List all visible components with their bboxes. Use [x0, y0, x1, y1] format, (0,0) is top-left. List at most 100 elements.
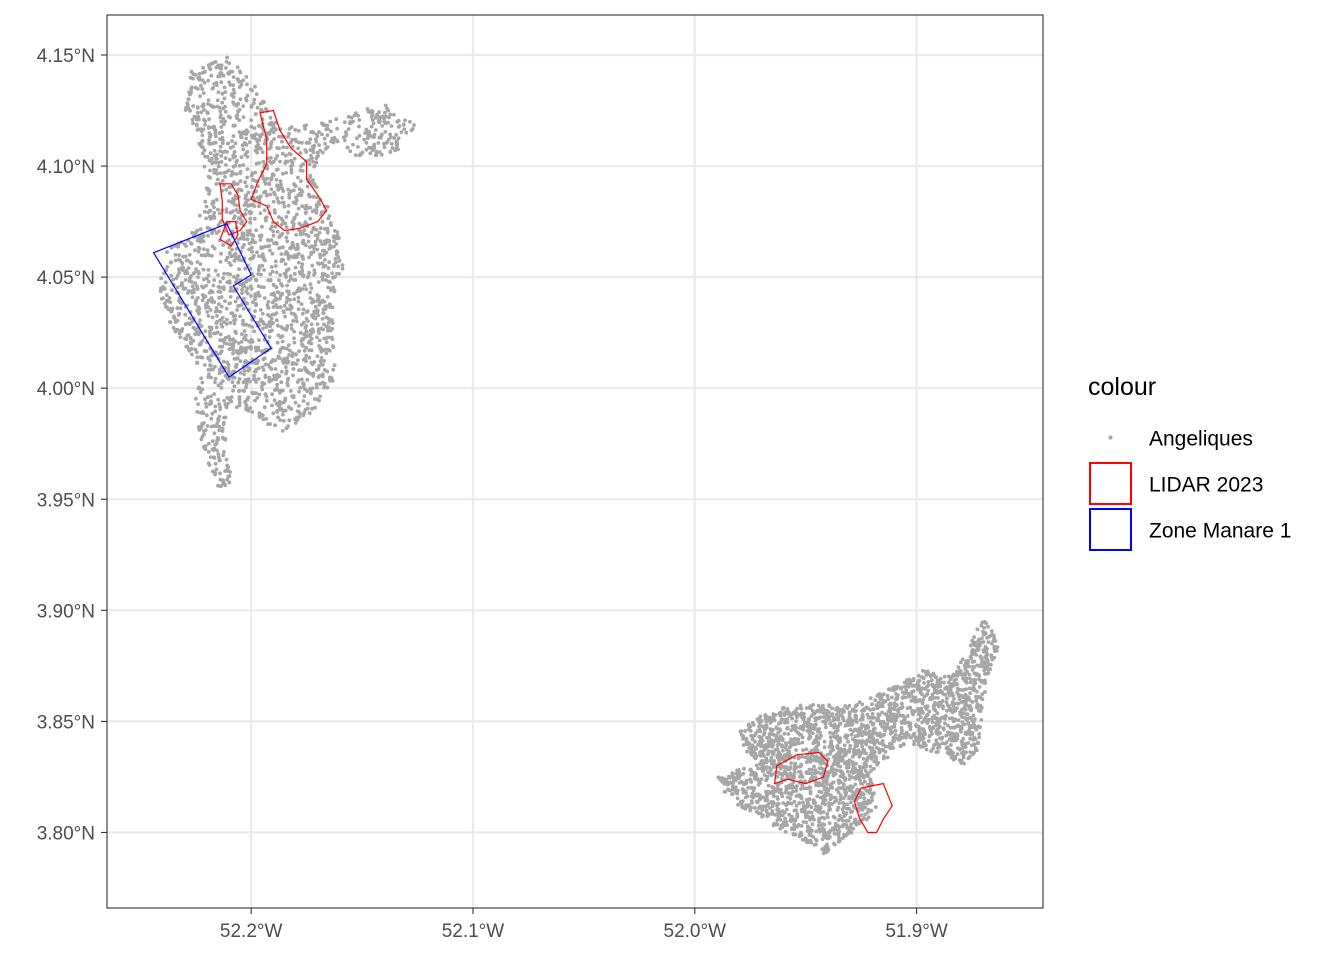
angeliques-point [814, 838, 819, 843]
angeliques-point [808, 838, 813, 843]
angeliques-point [916, 698, 921, 703]
angeliques-point [191, 104, 196, 108]
angeliques-point [239, 135, 244, 140]
angeliques-point [935, 691, 940, 695]
angeliques-point [958, 660, 963, 665]
angeliques-point [294, 319, 299, 324]
angeliques-point [327, 260, 332, 264]
angeliques-point [277, 134, 281, 139]
angeliques-point [750, 791, 755, 796]
angeliques-point [170, 288, 174, 293]
angeliques-point [318, 148, 323, 153]
angeliques-point [293, 127, 298, 132]
angeliques-point [203, 253, 207, 258]
angeliques-point [891, 746, 896, 750]
angeliques-point [232, 149, 237, 154]
angeliques-point [277, 146, 281, 151]
angeliques-point [940, 735, 945, 740]
angeliques-point [331, 367, 336, 372]
angeliques-point [836, 790, 841, 795]
angeliques-point [286, 267, 291, 271]
angeliques-point [850, 785, 855, 790]
angeliques-point [299, 193, 304, 198]
angeliques-point [285, 289, 289, 294]
angeliques-point [227, 261, 232, 265]
angeliques-point [206, 298, 211, 303]
angeliques-point [286, 187, 291, 192]
angeliques-point [205, 276, 209, 281]
angeliques-point [340, 266, 345, 271]
angeliques-point [755, 800, 760, 805]
angeliques-point [228, 272, 233, 277]
angeliques-point [320, 261, 325, 266]
angeliques-point [397, 124, 402, 128]
angeliques-point [289, 323, 294, 327]
angeliques-point [847, 794, 852, 799]
angeliques-point [218, 318, 223, 322]
angeliques-point [835, 734, 840, 738]
angeliques-point [868, 720, 873, 724]
angeliques-point [789, 737, 793, 742]
angeliques-point [319, 356, 324, 360]
angeliques-point [873, 805, 878, 809]
angeliques-point [242, 389, 247, 393]
angeliques-point [227, 397, 232, 402]
angeliques-point [944, 700, 949, 704]
angeliques-point [324, 127, 329, 132]
angeliques-point [206, 98, 211, 102]
angeliques-point [218, 290, 223, 294]
angeliques-point [267, 182, 272, 187]
angeliques-point [900, 701, 904, 706]
angeliques-point [798, 703, 803, 708]
angeliques-point [843, 776, 848, 780]
angeliques-point [949, 750, 954, 755]
angeliques-point [234, 365, 238, 370]
angeliques-point [198, 213, 202, 218]
angeliques-point [821, 719, 826, 724]
angeliques-point [990, 641, 994, 646]
angeliques-point [982, 625, 986, 630]
angeliques-point [972, 742, 977, 747]
angeliques-point [251, 255, 256, 260]
angeliques-point [793, 709, 798, 714]
angeliques-point [257, 294, 262, 298]
angeliques-point [303, 333, 308, 338]
angeliques-point [793, 819, 797, 823]
angeliques-point [836, 831, 841, 835]
angeliques-point [750, 801, 754, 805]
angeliques-point [385, 106, 389, 111]
angeliques-point [330, 305, 335, 310]
angeliques-point [293, 272, 297, 276]
angeliques-point [249, 294, 253, 298]
angeliques-point [220, 429, 225, 433]
angeliques-point [940, 690, 944, 694]
angeliques-point [221, 420, 226, 425]
angeliques-point [844, 752, 848, 757]
angeliques-point [223, 373, 228, 378]
angeliques-point [825, 815, 830, 819]
angeliques-point [216, 452, 221, 456]
angeliques-point [213, 380, 217, 385]
angeliques-point [236, 380, 241, 385]
angeliques-point [189, 274, 193, 279]
angeliques-point [196, 275, 200, 279]
angeliques-point [830, 712, 835, 716]
angeliques-point [315, 397, 320, 402]
angeliques-point [794, 789, 799, 793]
angeliques-point [222, 415, 227, 420]
angeliques-point [830, 802, 834, 806]
angeliques-point [284, 365, 288, 369]
angeliques-point [775, 774, 780, 779]
angeliques-point [959, 672, 964, 677]
angeliques-point [958, 758, 963, 763]
angeliques-point [278, 418, 282, 422]
angeliques-point [315, 335, 319, 340]
angeliques-point [227, 238, 232, 243]
angeliques-point [876, 700, 881, 705]
angeliques-point [244, 385, 248, 390]
angeliques-point [271, 160, 276, 164]
angeliques-point [313, 304, 318, 309]
angeliques-point [192, 270, 197, 275]
angeliques-point [383, 110, 387, 115]
angeliques-point [763, 724, 768, 728]
